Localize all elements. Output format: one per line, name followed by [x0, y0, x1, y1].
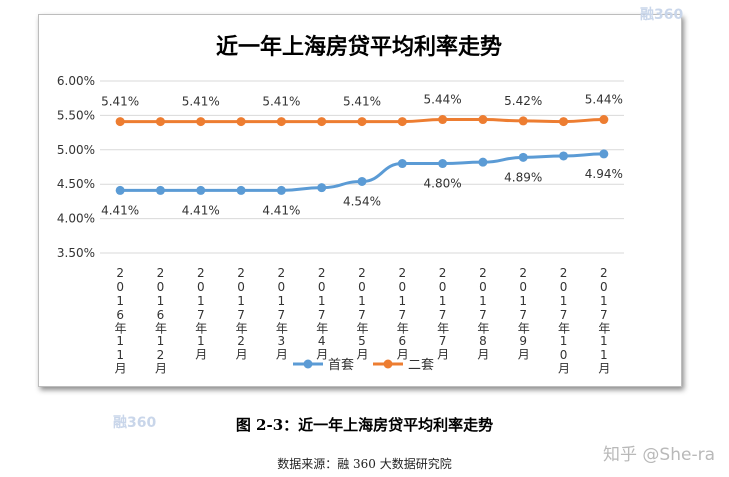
y-tick-label: 3.50% — [57, 246, 95, 260]
data-label: 5.41% — [182, 95, 220, 109]
data-point — [196, 185, 206, 195]
data-point — [438, 159, 448, 169]
data-label: 5.44% — [424, 93, 462, 107]
figure-caption: 图 2-3：近一年上海房贷平均利率走势 — [235, 416, 494, 434]
data-label: 5.41% — [343, 95, 381, 109]
y-tick-label: 5.50% — [57, 108, 95, 122]
data-point — [357, 117, 367, 127]
data-point — [599, 115, 609, 125]
gridlines — [100, 80, 624, 254]
line-chart: 近一年上海房贷平均利率走势 3.50% 4.00% 4.50% 5.00% 5.50% 6… — [57, 34, 624, 375]
data-point — [438, 115, 448, 125]
y-tick-label: 4.00% — [57, 212, 95, 226]
x-tick-label: 2017年2月 — [234, 266, 248, 361]
data-label: 5.41% — [262, 95, 300, 109]
data-labels: 4.41% 4.41% 4.41% 4.54% 4.80% 4.89% 4.94% 5.41%… — [101, 93, 623, 218]
data-point — [317, 117, 327, 127]
legend-marker — [303, 359, 313, 369]
data-point — [559, 117, 569, 127]
x-tick-label: 2016年11月 — [113, 266, 127, 375]
data-point — [478, 115, 488, 125]
data-point — [236, 117, 246, 127]
data-label: 4.94% — [585, 167, 623, 181]
y-tick-label: 5.00% — [57, 143, 95, 157]
data-point — [115, 185, 125, 195]
data-label: 4.89% — [504, 170, 542, 184]
data-point — [397, 159, 407, 169]
y-tick-label: 4.50% — [57, 177, 95, 191]
data-label: 4.41% — [262, 203, 300, 217]
chart-title: 近一年上海房贷平均利率走势 — [216, 34, 502, 60]
data-label: 4.80% — [424, 177, 462, 191]
data-point — [397, 117, 407, 127]
data-label: 4.54% — [343, 194, 381, 208]
data-point — [559, 151, 569, 161]
data-point — [236, 185, 246, 195]
data-point — [357, 176, 367, 186]
chart-frame — [38, 14, 682, 387]
data-label: 5.44% — [585, 93, 623, 107]
legend-marker — [383, 359, 393, 369]
x-tick-label: 2017年4月 — [315, 266, 329, 361]
data-label: 5.41% — [101, 95, 139, 109]
rong360-logo-watermark: 融360 — [113, 415, 157, 431]
legend-label: 二套 — [408, 357, 434, 373]
y-tick-label: 6.00% — [57, 74, 95, 88]
x-axis-ticks: 2016年11月 2016年12月 2017年1月 2017年2月 2017年3月 201… — [113, 266, 611, 375]
x-tick-label: 2017年8月 — [476, 266, 490, 361]
data-point — [518, 152, 528, 162]
x-tick-label: 2017年9月 — [516, 266, 530, 361]
data-point — [276, 117, 286, 127]
legend-label: 首套 — [328, 357, 354, 373]
x-tick-label: 2017年6月 — [395, 266, 409, 361]
data-point — [276, 185, 286, 195]
x-tick-label: 2017年1月 — [194, 266, 208, 361]
data-label: 5.42% — [504, 94, 542, 108]
data-label: 4.41% — [101, 203, 139, 217]
data-point — [155, 185, 165, 195]
data-point — [518, 116, 528, 126]
rong360-logo-watermark: 融360 — [640, 7, 684, 23]
data-point — [599, 149, 609, 159]
data-point — [317, 183, 327, 193]
data-point — [155, 117, 165, 127]
x-tick-label: 2017年10月 — [557, 266, 571, 375]
x-tick-label: 2017年11月 — [597, 266, 611, 375]
x-tick-label: 2016年12月 — [153, 266, 167, 375]
x-tick-label: 2017年3月 — [274, 266, 288, 361]
legend: 首套 二套 — [293, 357, 434, 373]
data-point — [196, 117, 206, 127]
data-label: 4.41% — [182, 203, 220, 217]
zhihu-watermark: 知乎 @She-ra — [603, 445, 715, 465]
x-tick-label: 2017年7月 — [436, 266, 450, 361]
x-tick-label: 2017年5月 — [355, 266, 369, 361]
data-point — [478, 157, 488, 167]
data-point — [115, 117, 125, 127]
data-source: 数据来源：融 360 大数据研究院 — [277, 457, 452, 471]
y-axis-ticks: 3.50% 4.00% 4.50% 5.00% 5.50% 6.00% — [57, 74, 95, 260]
series-lines — [115, 115, 609, 195]
